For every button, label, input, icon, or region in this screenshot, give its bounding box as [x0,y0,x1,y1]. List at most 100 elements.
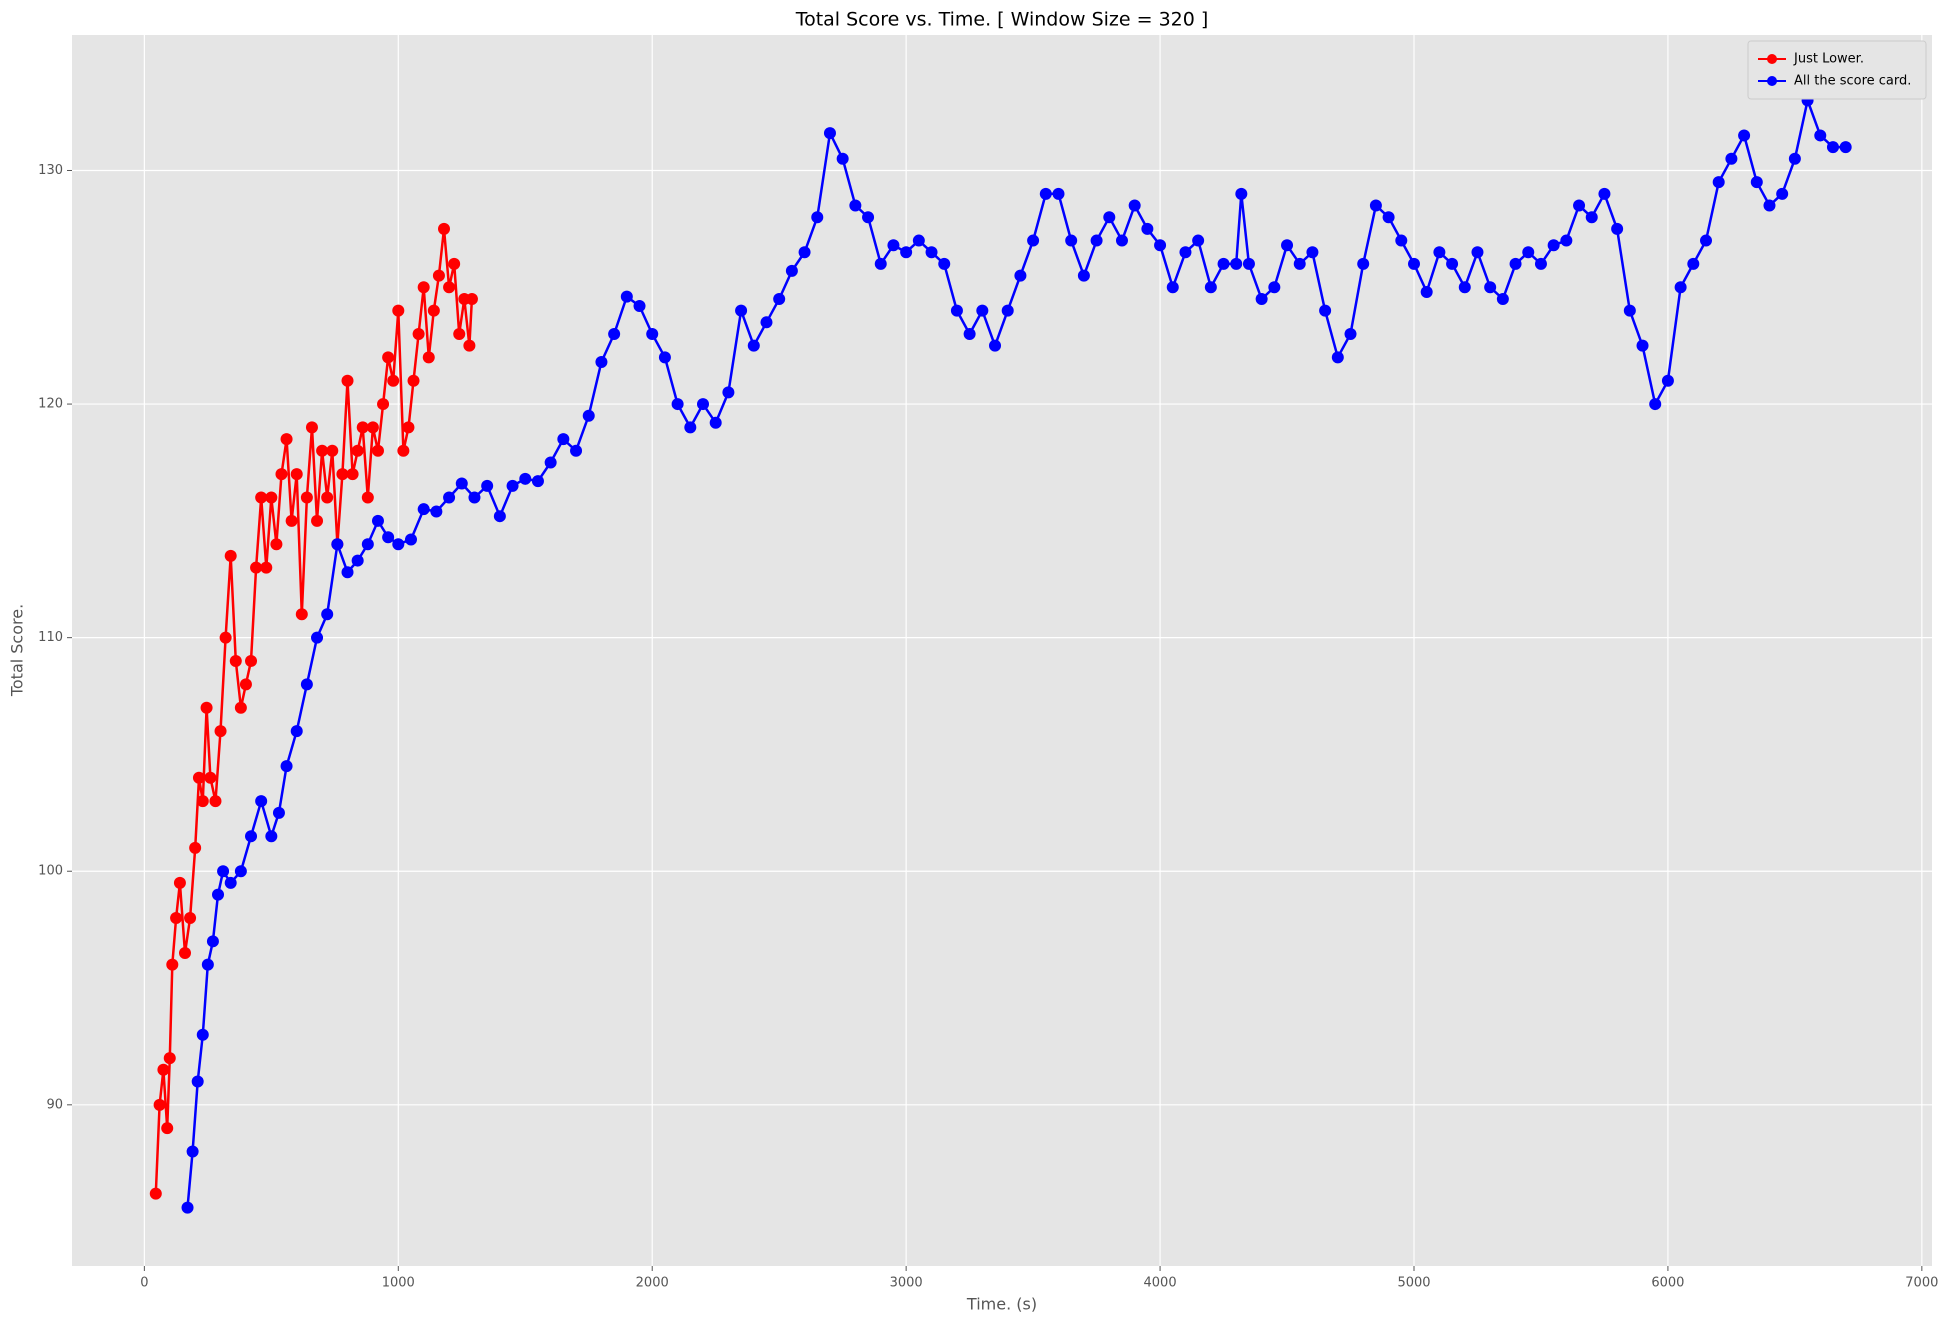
y-tick-label: 120 [38,397,63,412]
data-point [239,678,252,691]
data-point [404,533,417,546]
data-point [1065,234,1078,247]
data-point [1235,187,1248,200]
data-point [531,475,544,488]
data-point [1001,304,1014,317]
data-point [280,433,293,446]
data-point [356,421,369,434]
data-point [1522,246,1535,259]
data-point [1560,234,1573,247]
data-point [1090,234,1103,247]
data-point [265,830,278,843]
data-point [1268,281,1281,294]
data-point [206,935,219,948]
data-point [773,292,786,305]
data-point [285,514,298,527]
data-point [595,356,608,369]
data-point [341,566,354,579]
data-point [417,281,430,294]
data-point [191,1075,204,1088]
data-point [722,386,735,399]
data-point [305,421,318,434]
data-point [1700,234,1713,247]
data-point [836,152,849,165]
data-point [1712,176,1725,189]
y-tick-label: 130 [38,163,63,178]
data-point [570,444,583,457]
data-point [270,538,283,551]
data-point [1369,199,1382,212]
data-point [963,327,976,340]
data-point [976,304,989,317]
data-point [430,505,443,518]
data-point [321,491,334,504]
data-point [361,491,374,504]
data-point [1344,327,1357,340]
data-point [1179,246,1192,259]
legend-marker [1767,54,1777,64]
data-point [646,327,659,340]
data-point [346,468,359,481]
data-point [671,398,684,411]
data-point [351,554,364,567]
data-point [989,339,1002,352]
y-tick-label: 110 [38,630,63,645]
data-point [402,421,415,434]
data-point [1052,187,1065,200]
data-point [387,374,400,387]
data-point [219,631,232,644]
data-point [1585,211,1598,224]
data-point [377,398,390,411]
data-point [874,257,887,270]
data-point [290,468,303,481]
data-point [1154,239,1167,252]
data-point [1357,257,1370,270]
data-point [684,421,697,434]
data-point [181,1201,194,1214]
x-tick-label: 6000 [1651,1276,1684,1291]
data-point [407,374,420,387]
data-point [1471,246,1484,259]
data-point [1623,304,1636,317]
data-point [785,264,798,277]
data-point [382,531,395,544]
y-tick-label: 100 [38,864,63,879]
data-point [1598,187,1611,200]
data-point [1077,269,1090,282]
data-point [1534,257,1547,270]
data-point [1636,339,1649,352]
data-point [1725,152,1738,165]
data-point [1611,222,1624,235]
data-point [272,806,285,819]
data-point [709,416,722,429]
data-point [371,514,384,527]
data-point [950,304,963,317]
data-point [1573,199,1586,212]
data-point [1687,257,1700,270]
data-point [196,795,209,808]
data-point [224,876,237,889]
data-point [849,199,862,212]
data-point [1547,239,1560,252]
data-point [519,472,532,485]
data-point [463,339,476,352]
data-point [925,246,938,259]
data-point [412,327,425,340]
legend-box [1747,40,1927,100]
data-point [255,491,268,504]
data-point [557,433,570,446]
data-point [1446,257,1459,270]
data-point [493,510,506,523]
data-point [361,538,374,551]
plot-area [72,35,1932,1266]
data-point [200,701,213,714]
data-point [1128,199,1141,212]
data-point [798,246,811,259]
data-point [245,830,258,843]
data-point [149,1187,162,1200]
data-point [300,491,313,504]
data-point [275,468,288,481]
data-point [1115,234,1128,247]
data-point [1204,281,1217,294]
data-point [186,1145,199,1158]
